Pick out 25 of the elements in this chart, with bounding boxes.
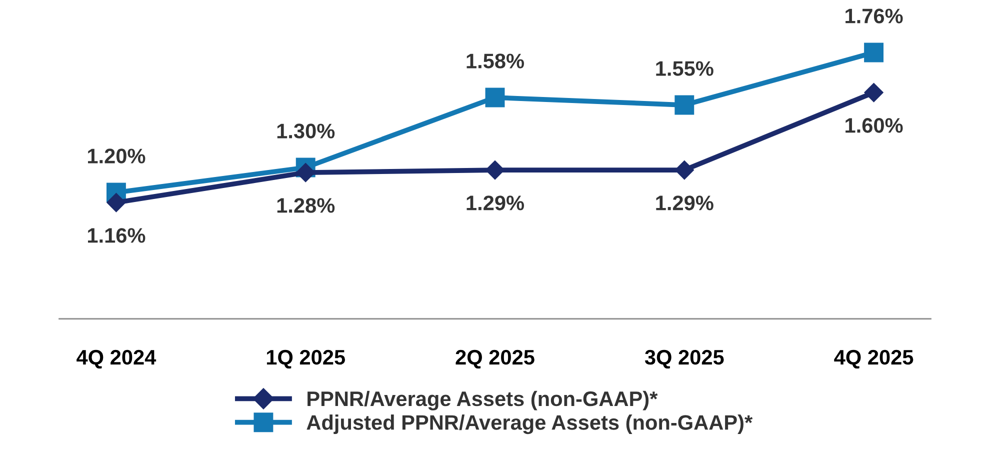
data-label: 1.30%: [277, 124, 335, 138]
point: [296, 162, 316, 182]
data-label: 1.76%: [846, 8, 903, 24]
data-label: 1.29%: [656, 196, 714, 210]
point: [106, 192, 126, 212]
data-label: 1.55%: [656, 61, 714, 76]
point: [864, 82, 884, 102]
x-tick-label: 2Q 2025: [456, 350, 534, 369]
x-tick-label: 1Q 2025: [266, 350, 345, 369]
data-label: 1.16%: [88, 228, 146, 243]
point: [674, 95, 694, 115]
point: [674, 160, 694, 180]
point: [485, 160, 505, 180]
x-tick-label: 4Q 2025: [834, 350, 914, 369]
data-label: 1.60%: [846, 118, 903, 133]
point: [864, 42, 884, 62]
point: [485, 88, 505, 108]
data-label: 1.20%: [88, 148, 146, 164]
data-label: 1.28%: [277, 198, 335, 213]
x-tick-label: 3Q 2025: [644, 350, 724, 369]
data-label: 1.58%: [466, 54, 524, 68]
legend-label: Adjusted PPNR/Average Assets (non-GAAP)*: [306, 414, 753, 434]
x-tick-label: 4Q 2024: [76, 350, 156, 369]
data-label: 1.29%: [466, 196, 524, 210]
legend-label: PPNR/Average Assets (non-GAAP)*: [308, 390, 658, 410]
